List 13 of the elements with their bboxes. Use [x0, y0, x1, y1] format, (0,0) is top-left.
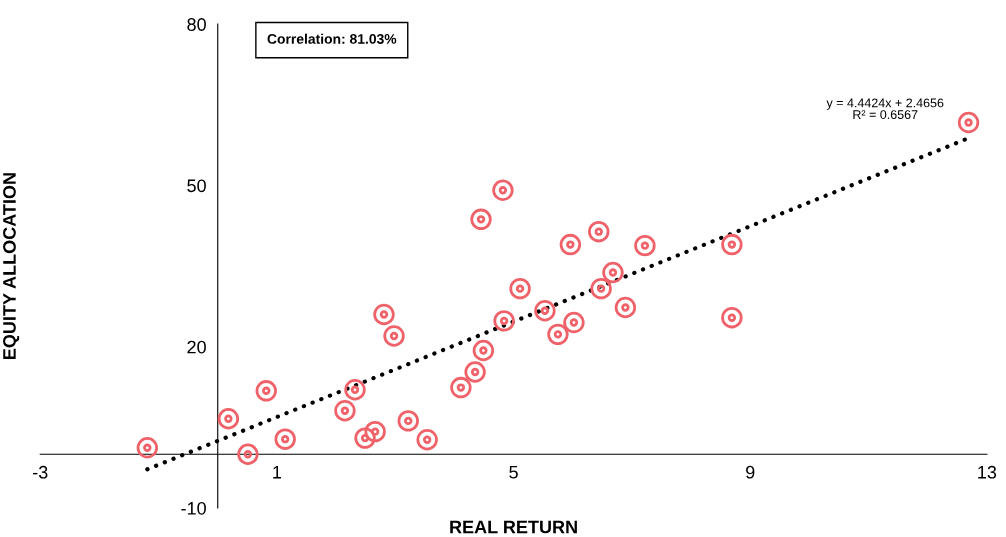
- annotation: Correlation: 81.03%: [267, 33, 397, 44]
- x-axis-title: REAL RETURN: [450, 520, 577, 534]
- annotation: y = 4.4424x + 2.4656 R² = 0.6567: [826, 98, 944, 119]
- y-tick-label: -10: [181, 501, 206, 515]
- x-tick-label: 13: [978, 465, 997, 479]
- x-tick-label: 9: [746, 465, 755, 479]
- y-axis-title: EQUITY ALLOCATION: [3, 173, 20, 359]
- x-tick-label: 1: [273, 466, 282, 479]
- x-tick-label: 5: [509, 466, 518, 479]
- x-tick-label: -3: [33, 465, 48, 479]
- y-tick-label: 20: [187, 340, 206, 354]
- y-tick-label: 80: [187, 18, 206, 31]
- y-tick-label: 50: [187, 179, 206, 193]
